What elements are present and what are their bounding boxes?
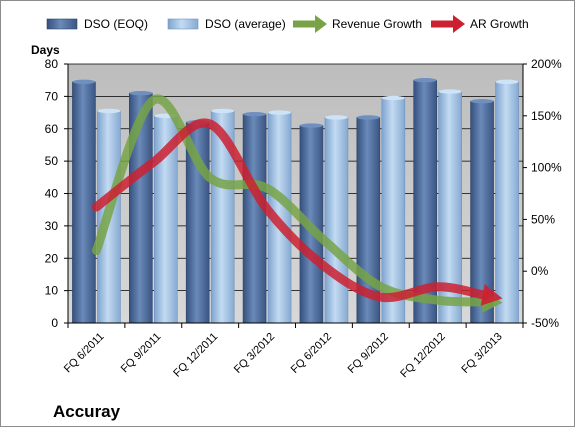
bar-dso-eoq-cap [129, 90, 153, 96]
y-left-tick-label: 80 [45, 57, 59, 71]
x-tick-label: FQ 12/2012 [398, 331, 448, 381]
y-right-tick-label: 0% [531, 264, 549, 278]
arrowhead-ar-growth [480, 284, 503, 306]
x-tick-label: FQ 12/2011 [171, 331, 220, 380]
y-left-tick-label: 20 [45, 251, 59, 265]
bar-dso-average-cap [495, 79, 519, 85]
bar-dso-average-cap [381, 95, 405, 101]
legend-label-dso-average: DSO (average) [205, 17, 286, 31]
bar-dso-average-cap [438, 89, 462, 94]
legend-label-ar-growth: AR Growth [470, 17, 529, 31]
y-axis-left-title: Days [31, 43, 60, 57]
bar-dso-eoq-cap [413, 77, 437, 83]
y-right-tick-label: 50% [531, 212, 555, 226]
y-axis-right-ticks: -50% 0% 50% 100% 150% 200% [523, 57, 562, 330]
y-right-tick-label: 150% [531, 109, 562, 123]
y-left-tick-label: 70 [45, 89, 59, 103]
legend-arrow-ar-growth [453, 15, 465, 33]
y-right-tick-label: 100% [531, 161, 562, 175]
bar-dso-eoq-cap [470, 99, 494, 104]
y-left-tick-label: 10 [45, 284, 59, 298]
x-tick-label: FQ 6/2012 [289, 331, 334, 376]
y-left-tick-label: 30 [45, 219, 59, 233]
y-left-tick-label: 50 [45, 154, 59, 168]
chart-title: Accuray [53, 402, 121, 421]
bar-dso-eoq-cap [356, 115, 380, 120]
bar-dso-eoq-cap [299, 123, 323, 128]
y-axis-left-ticks: 0 10 20 30 40 50 60 70 80 [45, 57, 68, 330]
bar-dso-average-cap [324, 115, 348, 120]
y-right-tick-label: 200% [531, 57, 562, 71]
bar-dso-average-cap [211, 108, 235, 114]
legend-swatch-dso-eoq [46, 18, 78, 30]
y-left-tick-label: 40 [45, 187, 59, 201]
bar-dso-eoq [242, 113, 267, 324]
bar-dso-average [324, 117, 349, 324]
legend: DSO (EOQ) DSO (average) Revenue Growth AR G… [46, 15, 529, 33]
line-ar-growth [91, 118, 490, 303]
bar-dso-eoq [72, 81, 96, 324]
x-tick-label: FQ 3/2013 [459, 331, 504, 376]
bar-dso-eoq-cap [243, 111, 267, 117]
x-tick-label: FQ 9/2012 [346, 331, 391, 376]
x-tick-label: FQ 6/2011 [62, 331, 107, 376]
bar-dso-average [495, 81, 519, 324]
bar-dso-average-cap [268, 110, 292, 115]
x-tick-label: FQ 3/2012 [232, 331, 277, 376]
legend-label-dso-eoq: DSO (EOQ) [84, 17, 148, 31]
line-series [91, 94, 503, 313]
y-left-tick-label: 0 [51, 316, 58, 330]
legend-arrow-revenue-growth [315, 15, 327, 33]
legend-label-revenue-growth: Revenue Growth [332, 17, 422, 31]
y-left-tick-label: 60 [45, 122, 59, 136]
line-revenue-growth [91, 94, 490, 307]
x-axis-ticks: FQ 6/2011 FQ 9/2011 FQ 12/2011 FQ 3/2012 FQ … [62, 323, 524, 381]
y-right-tick-label: -50% [531, 316, 559, 330]
bar-dso-average-cap [97, 108, 121, 114]
legend-swatch-dso-average [167, 18, 199, 30]
bar-dso-eoq-cap [72, 79, 96, 85]
x-tick-label: FQ 9/2011 [119, 331, 164, 376]
